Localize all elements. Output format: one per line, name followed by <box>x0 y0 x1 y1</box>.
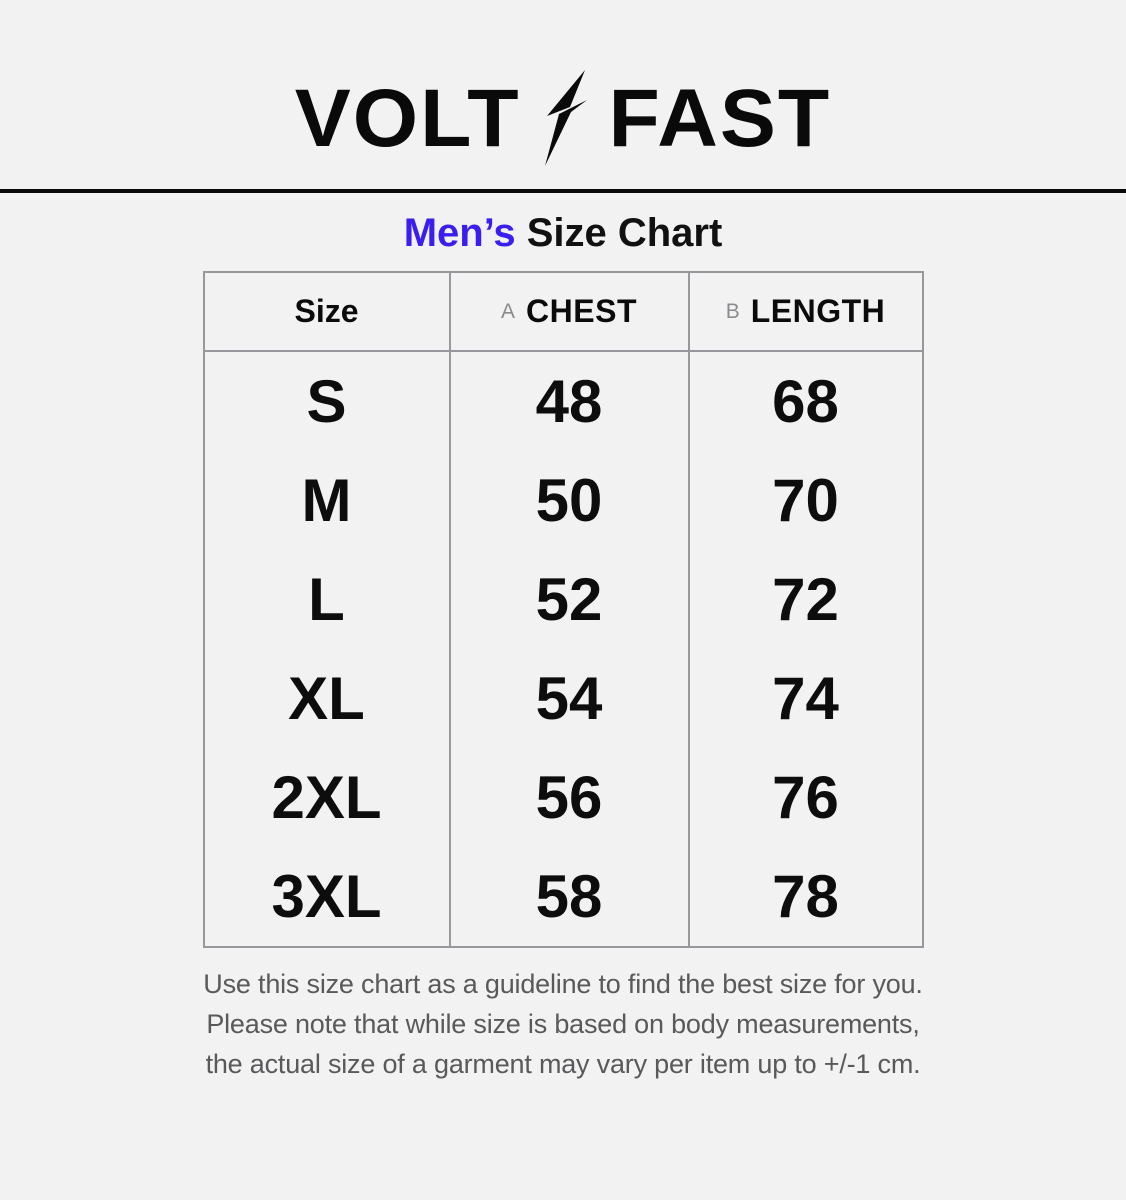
cell-length: 74 <box>687 649 922 748</box>
header-length: B LENGTH <box>687 273 922 350</box>
page-title-rest: Size Chart <box>515 211 723 255</box>
table-row: XL 54 74 <box>205 649 922 748</box>
page-title-highlight: Men’s <box>403 211 516 255</box>
brand-word-fast: FAST <box>608 72 832 164</box>
measure-letter-b: B <box>725 299 741 323</box>
page: VOLT FAST Men’s Size Chart Size A CHEST … <box>0 70 1126 1084</box>
lightning-bolt-icon <box>544 70 587 166</box>
page-title: Men’s Size Chart <box>0 209 1126 257</box>
table-header-row: Size A CHEST B LENGTH <box>204 273 922 352</box>
measure-letter-a: A <box>501 299 517 323</box>
cell-length: 72 <box>687 550 922 649</box>
disclaimer-line-3: the actual size of a garment may vary pe… <box>205 1049 921 1079</box>
cell-size: 2XL <box>271 764 382 831</box>
cell-chest: 56 <box>448 748 688 847</box>
cell-length: 76 <box>687 748 922 847</box>
cell-size: S <box>306 368 347 435</box>
header-chest-label: CHEST <box>526 293 637 329</box>
cell-length: 78 <box>687 847 922 946</box>
table-row: 2XL 56 76 <box>205 748 922 847</box>
cell-length: 70 <box>687 451 922 550</box>
cell-chest: 48 <box>448 352 688 451</box>
header-length-label: LENGTH <box>750 293 886 329</box>
disclaimer-line-1: Use this size chart as a guideline to fi… <box>203 969 923 999</box>
table-row: M 50 70 <box>205 451 922 550</box>
cell-size: XL <box>288 665 365 732</box>
cell-chest: 50 <box>448 451 688 550</box>
table-row: L 52 72 <box>205 550 922 649</box>
cell-size: L <box>308 566 345 633</box>
table-row: 3XL 58 78 <box>205 847 922 946</box>
cell-chest: 58 <box>448 847 688 946</box>
size-chart-table: Size A CHEST B LENGTH S 48 68 M 50 70 L … <box>202 271 924 948</box>
brand-logo: VOLT FAST <box>0 70 1126 166</box>
cell-size: 3XL <box>271 863 382 930</box>
disclaimer-text: Use this size chart as a guideline to fi… <box>0 964 1126 1084</box>
disclaimer-line-2: Please note that while size is based on … <box>206 1009 920 1039</box>
table-row: S 48 68 <box>205 352 922 451</box>
cell-chest: 54 <box>448 649 688 748</box>
cell-length: 68 <box>687 352 922 451</box>
cell-size: M <box>301 467 352 534</box>
brand-word-volt: VOLT <box>294 72 521 164</box>
divider-rule <box>0 189 1126 193</box>
cell-chest: 52 <box>448 550 688 649</box>
header-size: Size <box>294 293 359 329</box>
header-chest: A CHEST <box>448 273 688 350</box>
